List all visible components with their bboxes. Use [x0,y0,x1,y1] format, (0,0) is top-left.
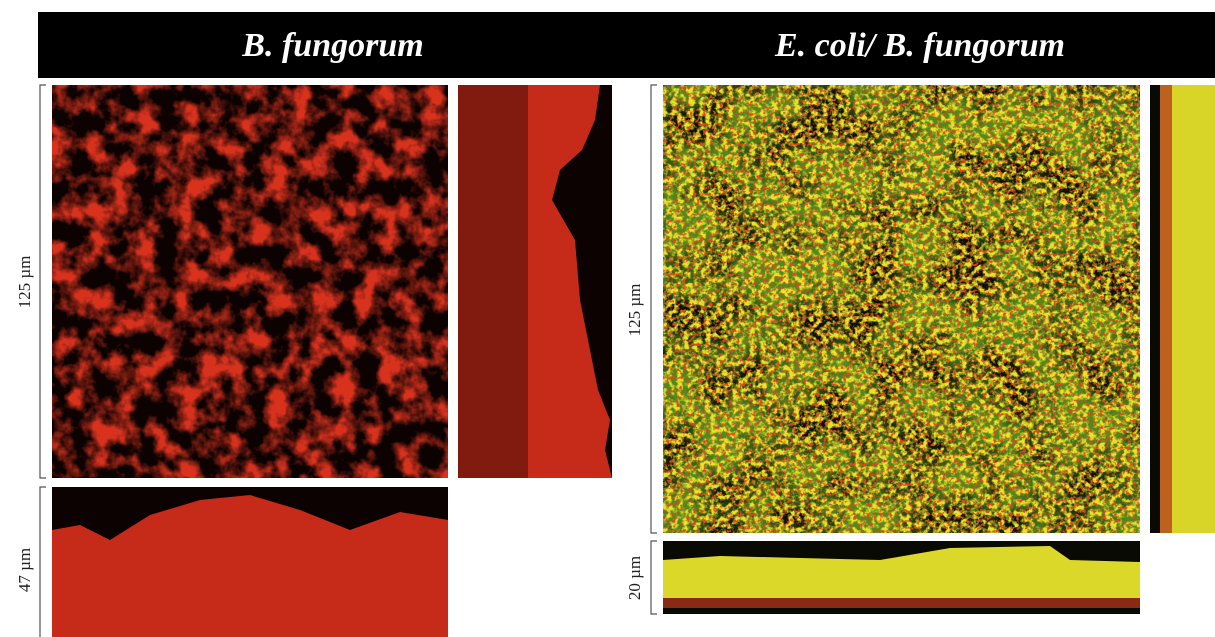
scale-z: 47 µm [15,548,34,592]
scale-xy: 125 µm [15,256,34,309]
texture-red [663,85,1140,533]
scale-xy: 125 µm [625,284,644,337]
bottom-edge [52,487,448,540]
side-shade [458,85,528,478]
side-base [1160,85,1172,533]
left-title: B. fungorum [241,27,423,64]
side-edge [552,85,612,478]
scale-z: 20 µm [625,556,644,600]
texture [52,85,448,478]
header-bar [38,12,1215,78]
bottom-base [663,598,1140,608]
right-title: E. coli/ B. fungorum [774,27,1065,64]
bottom-fill [663,546,1140,600]
brackets [39,84,46,637]
right-panel: 125 µm 20 µm [625,84,1215,615]
brackets [650,84,657,615]
left-panel: 125 µm 47 µm [15,84,612,637]
